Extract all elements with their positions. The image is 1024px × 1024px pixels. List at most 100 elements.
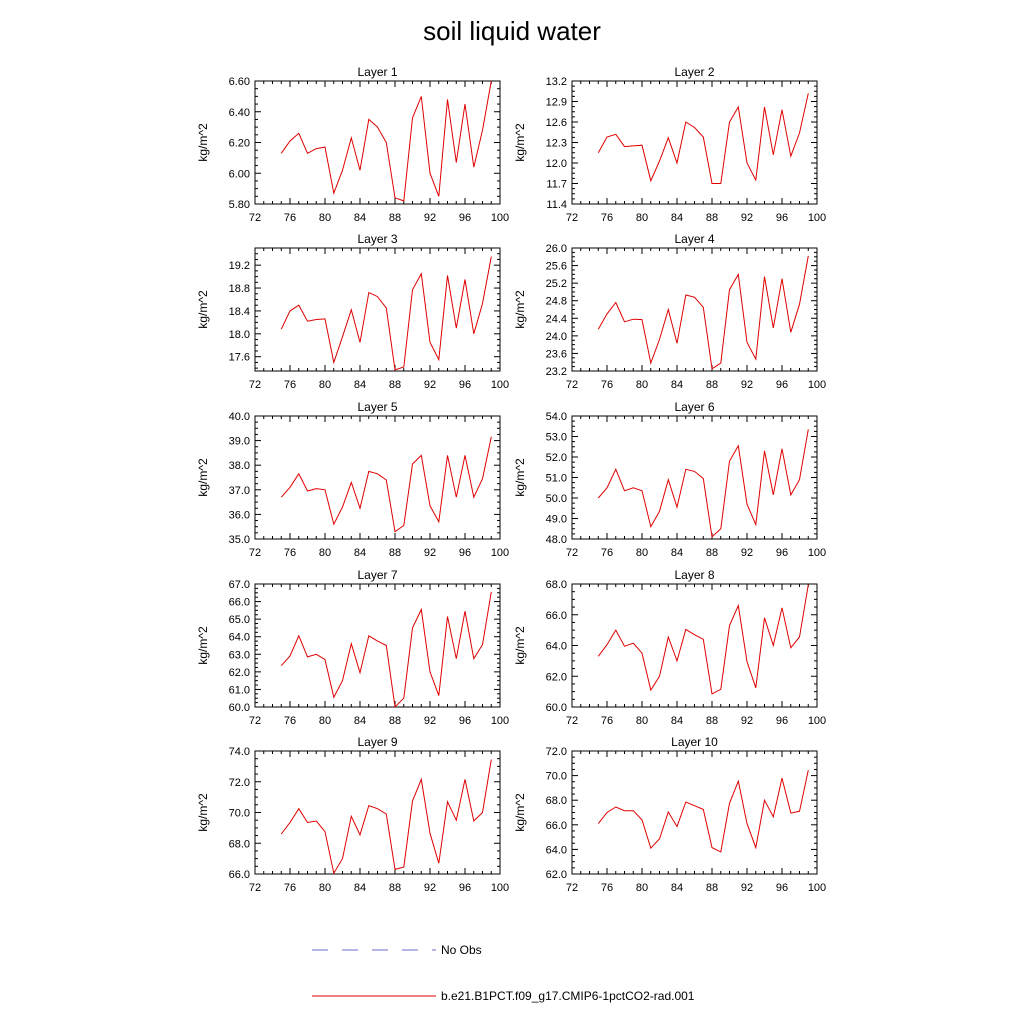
x-tick-label: 100 xyxy=(808,212,826,224)
x-tick-label: 80 xyxy=(636,379,648,391)
x-tick-label: 80 xyxy=(636,882,648,894)
x-tick-label: 76 xyxy=(601,379,613,391)
x-tick-label: 96 xyxy=(459,379,471,391)
y-axis-label: kg/m^2 xyxy=(196,458,210,497)
plot-frame xyxy=(254,80,501,205)
panel-layer-4: Layer 4 kg/m^2 72 76 80 84 88 92 96 100 23.2 23.6 24… xyxy=(513,232,826,391)
y-tick-label: 11.7 xyxy=(546,179,567,191)
x-tick-label: 100 xyxy=(491,212,509,224)
plot-frame xyxy=(571,415,818,540)
y-axis-label: kg/m^2 xyxy=(196,123,210,162)
x-tick-label: 84 xyxy=(354,547,366,559)
x-tick-label: 84 xyxy=(671,212,683,224)
panel-title: Layer 3 xyxy=(357,232,397,246)
panels: Layer 1 kg/m^2 72 76 80 84 88 92 96 100 5.80 6.00 6.… xyxy=(196,65,826,894)
x-tick-label: 80 xyxy=(319,212,331,224)
x-tick-label: 96 xyxy=(459,715,471,727)
y-tick-label: 12.0 xyxy=(546,158,567,170)
series-line xyxy=(280,256,492,371)
panel-layer-2: Layer 2 kg/m^2 72 76 80 84 88 92 96 100 11.4 11.7 12… xyxy=(513,65,826,224)
x-tick-label: 92 xyxy=(741,379,753,391)
y-tick-label: 68.0 xyxy=(546,579,567,591)
plot-frame xyxy=(254,415,501,540)
x-tick-label: 96 xyxy=(459,212,471,224)
y-tick-label: 40.0 xyxy=(229,411,250,423)
legend-label-no-obs: No Obs xyxy=(441,943,482,957)
y-tick-label: 12.3 xyxy=(546,138,567,150)
x-tick-label: 88 xyxy=(706,379,718,391)
x-tick-label: 76 xyxy=(284,212,296,224)
y-tick-label: 64.0 xyxy=(546,641,567,653)
legend-label-model-run: b.e21.B1PCT.f09_g17.CMIP6-1pctCO2-rad.00… xyxy=(441,989,695,1003)
y-axis-label: kg/m^2 xyxy=(513,123,527,162)
x-tick-label: 80 xyxy=(319,379,331,391)
y-tick-label: 26.0 xyxy=(546,243,567,255)
y-tick-label: 19.2 xyxy=(229,260,250,272)
series-line xyxy=(280,436,492,533)
x-tick-label: 92 xyxy=(424,547,436,559)
x-tick-label: 96 xyxy=(459,882,471,894)
x-tick-label: 88 xyxy=(706,715,718,727)
x-tick-label: 76 xyxy=(284,379,296,391)
y-tick-label: 70.0 xyxy=(546,771,567,783)
x-tick-label: 76 xyxy=(601,715,613,727)
x-tick-label: 96 xyxy=(459,547,471,559)
y-axis-label: kg/m^2 xyxy=(513,458,527,497)
plot-frame xyxy=(571,247,818,372)
panel-layer-9: Layer 9 kg/m^2 72 76 80 84 88 92 96 100 66.0 68.0 70… xyxy=(196,735,509,894)
x-tick-label: 96 xyxy=(776,715,788,727)
y-tick-label: 25.2 xyxy=(546,278,567,290)
y-tick-label: 62.0 xyxy=(546,869,567,881)
y-tick-label: 23.6 xyxy=(546,348,567,360)
x-tick-label: 92 xyxy=(741,715,753,727)
figure-title: soil liquid water xyxy=(423,16,601,46)
y-tick-label: 62.0 xyxy=(546,671,567,683)
x-tick-label: 100 xyxy=(808,379,826,391)
x-tick-label: 72 xyxy=(249,882,261,894)
y-tick-label: 24.4 xyxy=(546,313,567,325)
panel-layer-7: Layer 7 kg/m^2 72 76 80 84 88 92 96 100 60.0 61.0 62… xyxy=(196,568,509,727)
y-tick-label: 36.0 xyxy=(229,509,250,521)
plot-frame xyxy=(571,80,818,205)
x-tick-label: 92 xyxy=(424,715,436,727)
x-tick-label: 84 xyxy=(671,715,683,727)
panel-layer-3: Layer 3 kg/m^2 72 76 80 84 88 92 96 100 17.6 18.0 18… xyxy=(196,232,509,391)
x-tick-label: 100 xyxy=(491,547,509,559)
series-line xyxy=(280,759,492,875)
x-tick-label: 76 xyxy=(284,547,296,559)
series-line xyxy=(597,93,809,184)
panel-layer-6: Layer 6 kg/m^2 72 76 80 84 88 92 96 100 48.0 49.0 50… xyxy=(513,400,826,559)
x-tick-label: 72 xyxy=(249,212,261,224)
x-tick-label: 76 xyxy=(284,882,296,894)
x-tick-label: 72 xyxy=(566,547,578,559)
x-tick-label: 80 xyxy=(319,547,331,559)
x-tick-label: 72 xyxy=(566,715,578,727)
y-tick-label: 11.4 xyxy=(546,199,567,211)
panel-layer-8: Layer 8 kg/m^2 72 76 80 84 88 92 96 100 60.0 62.0 64… xyxy=(513,568,826,727)
x-tick-label: 100 xyxy=(491,715,509,727)
x-tick-label: 100 xyxy=(808,882,826,894)
x-tick-label: 88 xyxy=(706,547,718,559)
x-tick-label: 72 xyxy=(566,379,578,391)
panel-title: Layer 5 xyxy=(357,400,397,414)
panel-layer-5: Layer 5 kg/m^2 72 76 80 84 88 92 96 100 35.0 36.0 37… xyxy=(196,400,509,559)
y-tick-label: 13.2 xyxy=(546,76,567,88)
y-tick-label: 48.0 xyxy=(546,534,567,546)
y-tick-label: 66.0 xyxy=(229,869,250,881)
x-tick-label: 76 xyxy=(601,547,613,559)
y-tick-label: 70.0 xyxy=(229,808,250,820)
y-axis-label: kg/m^2 xyxy=(196,290,210,329)
plot-frame xyxy=(571,750,818,875)
y-tick-label: 52.0 xyxy=(546,452,567,464)
x-tick-label: 92 xyxy=(424,379,436,391)
y-axis-label: kg/m^2 xyxy=(196,626,210,665)
x-tick-label: 96 xyxy=(776,547,788,559)
y-tick-label: 37.0 xyxy=(229,485,250,497)
y-tick-label: 18.4 xyxy=(229,306,250,318)
y-tick-label: 18.8 xyxy=(229,283,250,295)
y-tick-label: 49.0 xyxy=(546,514,567,526)
x-tick-label: 88 xyxy=(389,547,401,559)
y-tick-label: 6.40 xyxy=(229,107,250,119)
x-tick-label: 88 xyxy=(389,212,401,224)
